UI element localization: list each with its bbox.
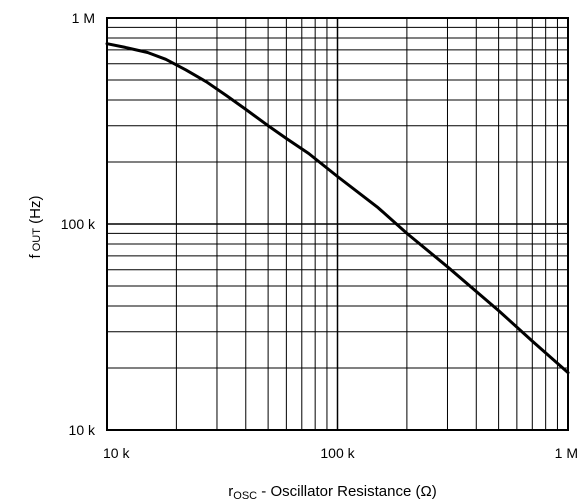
plot-frame	[106, 17, 569, 431]
x-axis-label-sub: OSC	[233, 490, 257, 502]
y-tick-label: 1 M	[72, 10, 95, 26]
x-axis-label-main: r	[228, 483, 233, 500]
x-axis-label-rest: - Oscillator Resistance (Ω)	[257, 483, 437, 500]
y-tick-labels: 10 k 100 k 1 M	[61, 10, 96, 438]
y-axis-label-main: f	[27, 253, 44, 258]
y-axis-label-sub: OUT	[31, 228, 43, 255]
y-axis-label-rest: (Hz)	[27, 196, 44, 229]
y-axis-label: f OUT (Hz)	[27, 196, 44, 259]
x-tick-labels: 10 k 100 k 1 M	[103, 445, 578, 461]
y-tick-label: 10 k	[69, 422, 96, 438]
y-tick-label: 100 k	[61, 216, 96, 232]
x-tick-label: 100 k	[320, 445, 355, 461]
series-line	[105, 42, 570, 375]
x-axis-label: rOSC - Oscillator Resistance (Ω)	[228, 483, 436, 502]
x-tick-label: 1 M	[555, 445, 578, 461]
x-tick-label: 10 k	[103, 445, 130, 461]
